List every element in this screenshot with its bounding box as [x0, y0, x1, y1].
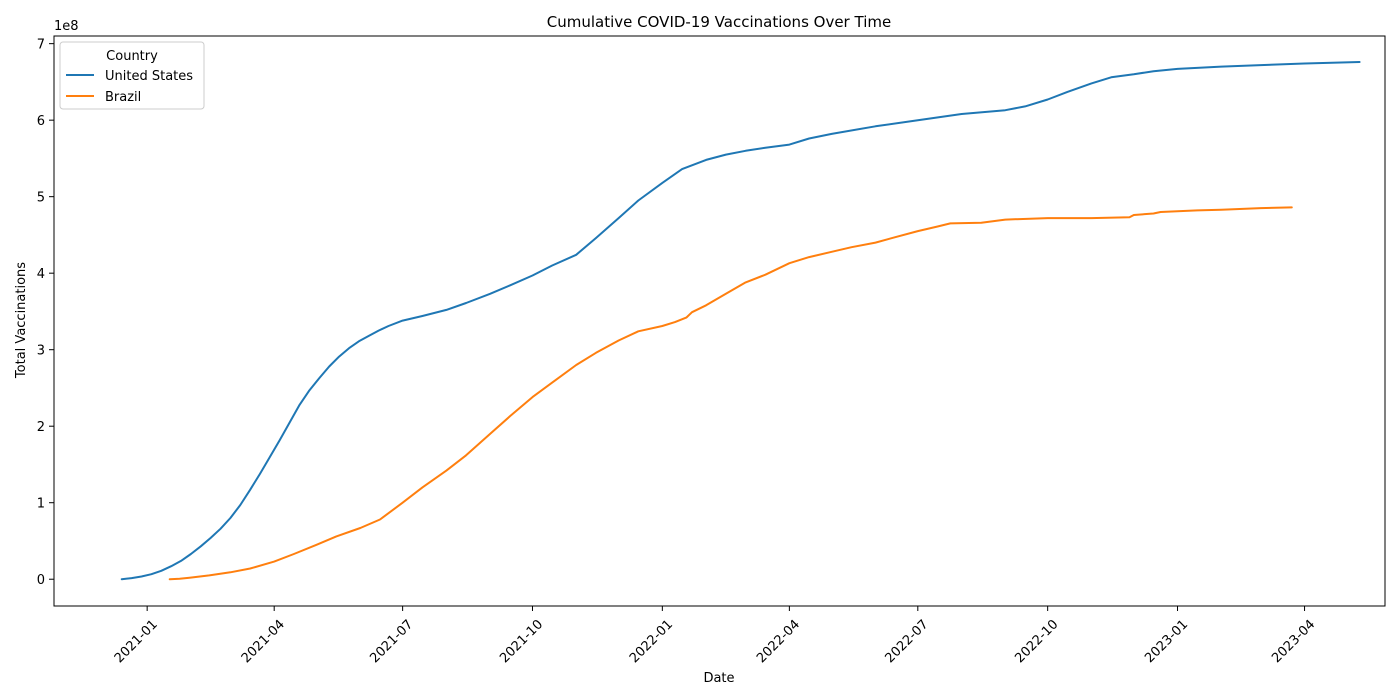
y-tick-label: 0 [37, 573, 45, 588]
y-tick-label: 6 [37, 114, 45, 129]
y-tick-label: 3 [37, 344, 45, 359]
series-line-united-states [120, 61, 1361, 581]
legend: Country United States Brazil [59, 41, 205, 110]
y-tick-label: 1 [37, 497, 45, 512]
y-tick-label: 7 [37, 38, 45, 53]
legend-label-brazil: Brazil [105, 90, 141, 105]
series-line-brazil [168, 206, 1293, 581]
chart-title: Cumulative COVID-19 Vaccinations Over Ti… [547, 13, 891, 31]
legend-box [59, 41, 205, 110]
y-axis-title: Total Vaccinations [14, 262, 29, 379]
y-tick-label: 2 [37, 420, 45, 435]
legend-label-united-states: United States [105, 69, 193, 84]
plot-frame [53, 35, 1386, 607]
x-axis-title: Date [703, 671, 734, 686]
y-offset-label: 1e8 [54, 19, 79, 34]
legend-title: Country [106, 49, 158, 64]
y-tick-label: 4 [37, 267, 45, 282]
y-tick-label: 5 [37, 191, 45, 206]
plot-layer [120, 61, 1361, 581]
